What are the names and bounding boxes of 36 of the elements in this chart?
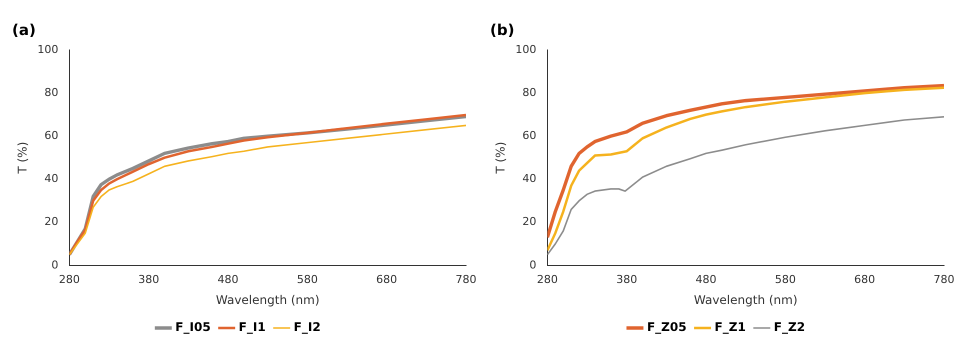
legend-label: F_I2 <box>294 320 321 334</box>
y-tick-label: 0 <box>529 258 536 272</box>
y-tick-label: 20 <box>522 215 536 228</box>
legend-label: F_I1 <box>238 320 266 334</box>
y-tick-label: 20 <box>44 215 58 228</box>
y-tick-label: 80 <box>44 86 58 99</box>
y-tick-label: 60 <box>44 129 58 142</box>
y-tick-label: 40 <box>44 172 58 186</box>
y-tick-label: 0 <box>51 258 58 272</box>
x-tick-label: 480 <box>696 272 717 286</box>
y-tick-label: 40 <box>522 172 536 186</box>
x-tick-label: 580 <box>296 272 318 286</box>
x-tick-label: 280 <box>536 272 558 286</box>
y-axis-title: T (%) <box>15 142 30 175</box>
x-axis-title: Wavelength (nm) <box>694 292 798 307</box>
chart-title: (b) <box>490 20 514 39</box>
y-tick-label: 100 <box>515 42 536 56</box>
legend-label: F_Z1 <box>714 320 746 334</box>
chart-title: (a) <box>12 20 36 39</box>
x-tick-label: 780 <box>456 272 476 286</box>
x-tick-label: 280 <box>58 272 80 286</box>
y-axis-title: T (%) <box>493 142 508 175</box>
x-tick-label: 380 <box>138 272 160 286</box>
legend-label: F_Z05 <box>646 320 687 334</box>
y-tick-label: 60 <box>522 129 536 142</box>
legend-label: F_I05 <box>175 320 211 334</box>
x-tick-label: 780 <box>934 272 954 286</box>
x-tick-label: 680 <box>376 272 398 286</box>
y-tick-label: 80 <box>522 86 536 99</box>
x-tick-label: 580 <box>774 272 796 286</box>
x-tick-label: 380 <box>616 272 638 286</box>
y-tick-label: 100 <box>37 42 58 56</box>
x-axis-title: Wavelength (nm) <box>216 292 320 307</box>
x-tick-label: 480 <box>218 272 239 286</box>
legend-label: F_Z2 <box>774 320 806 334</box>
x-tick-label: 680 <box>854 272 876 286</box>
